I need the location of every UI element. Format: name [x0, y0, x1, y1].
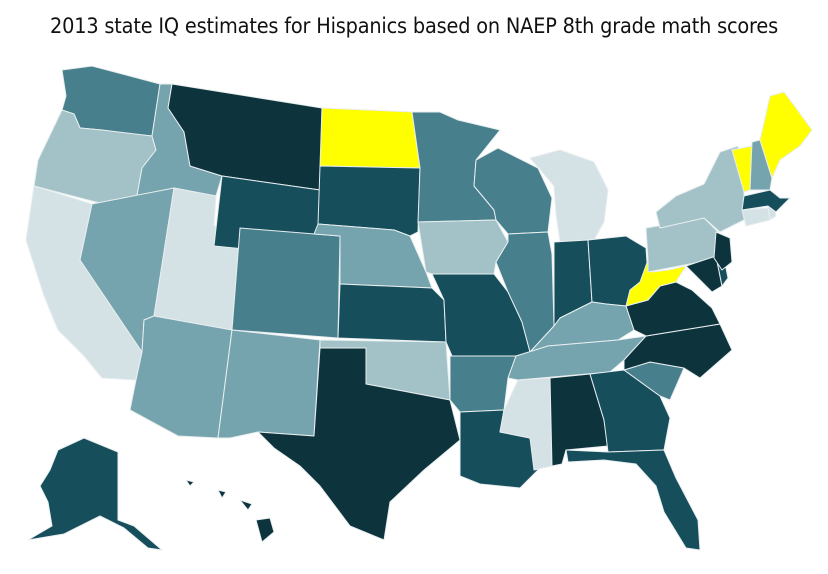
state-MA[interactable]: [741, 189, 791, 213]
state-AZ[interactable]: [129, 315, 233, 439]
state-IA[interactable]: [417, 219, 509, 275]
map-title: 2013 state IQ estimates for Hispanics ba…: [50, 14, 778, 38]
state-NH[interactable]: [749, 139, 773, 191]
state-WV[interactable]: [625, 259, 687, 307]
state-MI[interactable]: [529, 149, 609, 243]
state-MD[interactable]: [685, 255, 723, 293]
state-CO[interactable]: [231, 227, 341, 339]
state-NC[interactable]: [623, 323, 733, 379]
state-FL[interactable]: [565, 449, 701, 551]
state-CT[interactable]: [741, 207, 771, 227]
state-HI[interactable]: [185, 479, 275, 543]
state-NJ[interactable]: [713, 231, 733, 271]
state-AR[interactable]: [449, 355, 517, 413]
state-NY[interactable]: [655, 145, 745, 233]
state-ND[interactable]: [319, 107, 421, 169]
state-IL[interactable]: [495, 231, 555, 353]
state-TX[interactable]: [257, 347, 461, 541]
state-KS[interactable]: [337, 283, 447, 343]
state-NM[interactable]: [217, 329, 321, 439]
state-ME[interactable]: [759, 91, 813, 179]
state-AK[interactable]: [27, 437, 163, 551]
